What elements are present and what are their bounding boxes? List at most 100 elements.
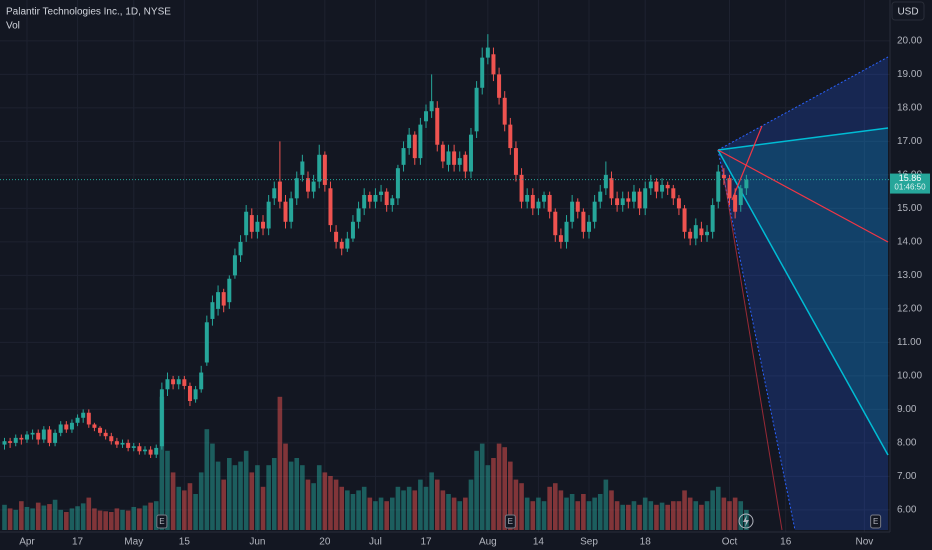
candle-body (244, 211, 249, 236)
candle-body (660, 184, 665, 192)
volume-bar (665, 504, 670, 530)
x-tick-label: Jun (249, 537, 265, 548)
candle-body (480, 57, 485, 88)
y-tick-label: 18.00 (897, 103, 922, 114)
alert-icon[interactable] (738, 513, 754, 529)
candle-body (474, 87, 479, 132)
candle-body (131, 446, 136, 448)
volume-bar (676, 501, 682, 530)
x-tick-label: Aug (479, 537, 497, 548)
candle-body (429, 101, 434, 112)
volume-bar (704, 501, 710, 530)
volume-bar (524, 497, 530, 530)
y-tick-label: 15.00 (897, 203, 922, 214)
volume-bar (401, 490, 406, 530)
volume-bar (266, 465, 271, 530)
candle-body (570, 201, 575, 222)
last-price-label: 15.86 (899, 173, 922, 183)
candle-body (216, 292, 221, 309)
volume-bar (294, 458, 300, 530)
volume-bar (389, 497, 395, 530)
candle-body (373, 194, 378, 202)
volume-bar (586, 501, 592, 530)
volume-bar (13, 509, 19, 530)
volume-bar (30, 508, 35, 530)
volume-bar (198, 472, 204, 530)
x-tick-label: Oct (722, 537, 738, 548)
volume-bar (693, 501, 699, 530)
volume-bar (682, 490, 687, 530)
candle-body (300, 161, 305, 175)
volume-bar (75, 506, 80, 530)
volume-bar (412, 490, 418, 530)
candle-body (519, 174, 524, 202)
volume-bar (97, 510, 103, 530)
candle-body (721, 174, 726, 179)
volume-bar (715, 486, 721, 530)
alert-bolt[interactable] (743, 515, 749, 527)
candle-body (227, 278, 232, 303)
candle-body (547, 194, 552, 212)
gann-fan-drawing (717, 56, 889, 531)
volume-bar (35, 502, 41, 530)
trend-line (721, 164, 783, 531)
volume-bar (86, 497, 92, 530)
candle-body (457, 158, 462, 165)
volume-bar (52, 499, 58, 530)
candle-body (69, 422, 74, 430)
y-tick-label: 19.00 (897, 69, 922, 80)
x-tick-label: 18 (640, 537, 652, 548)
volume-bar (614, 501, 620, 530)
volume-bar (221, 479, 226, 530)
volume-bar (238, 461, 243, 530)
volume-bar (597, 494, 603, 530)
volume-bar (361, 486, 367, 530)
volume-bar (395, 486, 401, 530)
volume-bar (114, 508, 120, 530)
x-tick-label: 15 (179, 537, 191, 548)
x-tick-label: Apr (19, 537, 35, 548)
volume-bar (727, 501, 732, 530)
candle-body (232, 255, 237, 276)
volume-bar (699, 504, 704, 530)
volume-bar (69, 508, 75, 530)
volume-bar (659, 502, 665, 530)
volume-bar (721, 497, 727, 530)
candle-body (626, 198, 631, 202)
y-tick-label: 14.00 (897, 237, 922, 248)
candle-body (440, 144, 445, 162)
candle-body (261, 221, 266, 229)
volume-bar (249, 472, 255, 530)
currency-label[interactable]: USD (897, 7, 918, 18)
event-label: E (159, 517, 164, 526)
candle-body (176, 379, 181, 385)
candle-body (272, 188, 277, 199)
candle-body (671, 188, 676, 199)
alert-circle[interactable] (738, 513, 754, 529)
candle-body (620, 198, 625, 206)
candles (2, 34, 749, 458)
candle-body (210, 302, 215, 319)
candle-body (395, 168, 400, 199)
currency-box[interactable] (891, 1, 925, 21)
y-tick-label: 10.00 (897, 371, 922, 382)
volume-bar (260, 486, 266, 530)
candle-body (592, 201, 597, 222)
candle-body (367, 194, 372, 202)
volume-bar (485, 465, 491, 530)
volume-bar (732, 497, 738, 530)
trend-line (731, 125, 763, 201)
volume-bar (631, 501, 637, 530)
volume-bar (232, 465, 238, 530)
y-tick-label: 9.00 (897, 404, 917, 415)
volume-bar (434, 479, 440, 530)
candle-body (676, 198, 681, 209)
candle-body (705, 231, 710, 236)
countdown-label: 01:46:50 (894, 183, 926, 192)
event-label: E (873, 517, 878, 526)
candle-body (92, 424, 97, 428)
volume-bar (378, 497, 384, 530)
candle-body (581, 211, 586, 232)
volume-bar (345, 490, 350, 530)
candle-body (452, 151, 457, 165)
